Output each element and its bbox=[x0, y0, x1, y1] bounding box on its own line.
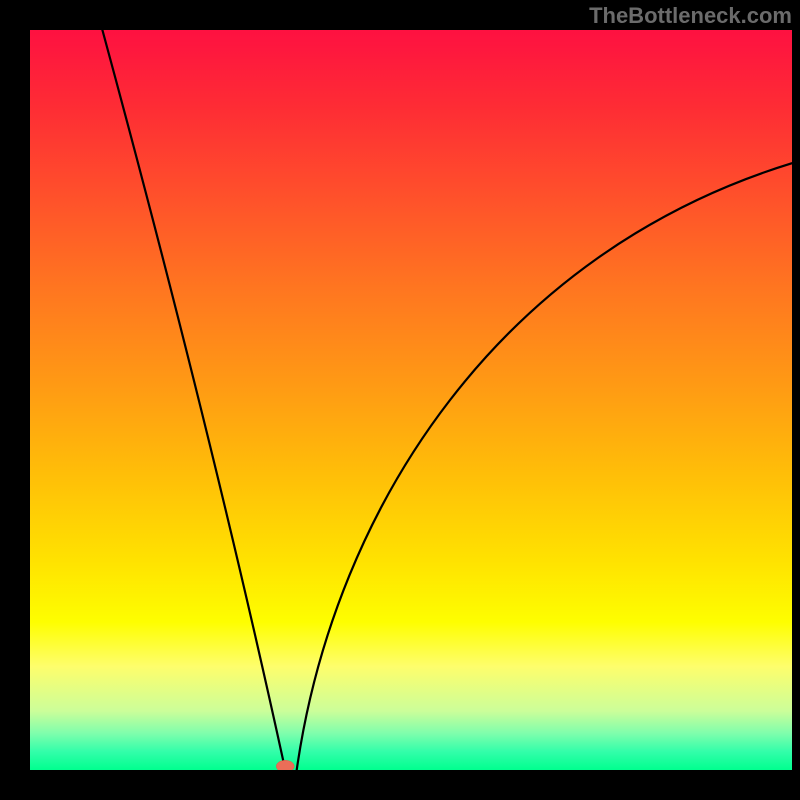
chart-background bbox=[30, 30, 792, 770]
optimum-marker bbox=[276, 760, 294, 770]
chart-frame: TheBottleneck.com bbox=[0, 0, 800, 800]
watermark-text: TheBottleneck.com bbox=[589, 3, 792, 29]
chart-svg bbox=[30, 30, 792, 770]
